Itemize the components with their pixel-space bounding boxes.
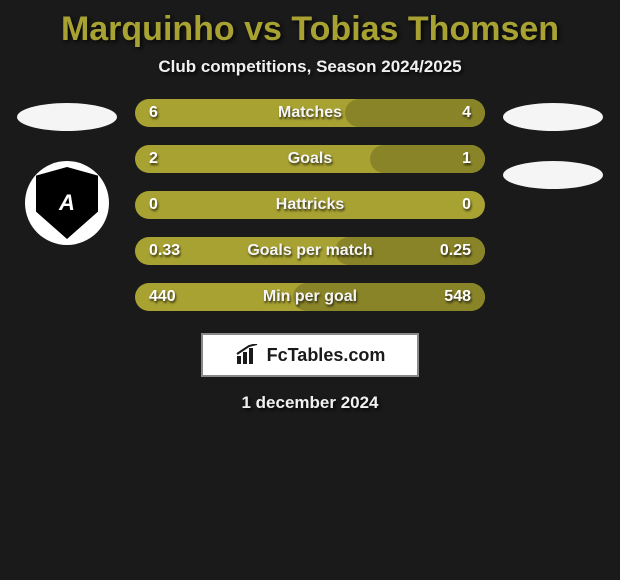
chart-icon bbox=[235, 344, 261, 366]
stat-left-value: 0.33 bbox=[149, 242, 180, 260]
club-right-oval bbox=[503, 161, 603, 189]
brand-box[interactable]: FcTables.com bbox=[201, 333, 419, 377]
subtitle: Club competitions, Season 2024/2025 bbox=[10, 57, 610, 77]
right-player-col bbox=[503, 99, 603, 189]
stat-label: Goals bbox=[288, 150, 332, 168]
stat-bar: 0.33 Goals per match 0.25 bbox=[135, 237, 485, 265]
stat-bar: 6 Matches 4 bbox=[135, 99, 485, 127]
stat-right-value: 0 bbox=[462, 196, 471, 214]
player-left-oval bbox=[17, 103, 117, 131]
stat-label: Matches bbox=[278, 104, 342, 122]
date-text: 1 december 2024 bbox=[10, 393, 610, 413]
club-badge-left-letters: A bbox=[59, 190, 75, 216]
comparison-card: Marquinho vs Tobias Thomsen Club competi… bbox=[0, 0, 620, 413]
brand-text: FcTables.com bbox=[267, 345, 386, 366]
club-badge-left: A bbox=[25, 161, 109, 245]
player-right-oval bbox=[503, 103, 603, 131]
stat-label: Min per goal bbox=[263, 288, 357, 306]
stat-right-value: 548 bbox=[444, 288, 471, 306]
main-row: A 6 Matches 4 2 Goals 1 0 Hattricks 0 0.33 Goals p… bbox=[10, 99, 610, 311]
stat-right-value: 4 bbox=[462, 104, 471, 122]
stat-label: Goals per match bbox=[247, 242, 372, 260]
stat-left-value: 6 bbox=[149, 104, 158, 122]
left-player-col: A bbox=[17, 99, 117, 245]
stat-bar: 2 Goals 1 bbox=[135, 145, 485, 173]
stat-label: Hattricks bbox=[276, 196, 344, 214]
stat-bar: 0 Hattricks 0 bbox=[135, 191, 485, 219]
stat-right-value: 0.25 bbox=[440, 242, 471, 260]
stat-left-value: 2 bbox=[149, 150, 158, 168]
stat-left-value: 440 bbox=[149, 288, 176, 306]
stat-bar: 440 Min per goal 548 bbox=[135, 283, 485, 311]
stat-right-value: 1 bbox=[462, 150, 471, 168]
club-badge-left-shield: A bbox=[36, 167, 98, 239]
stat-bars: 6 Matches 4 2 Goals 1 0 Hattricks 0 0.33 Goals per… bbox=[135, 99, 485, 311]
page-title: Marquinho vs Tobias Thomsen bbox=[10, 10, 610, 49]
stat-left-value: 0 bbox=[149, 196, 158, 214]
